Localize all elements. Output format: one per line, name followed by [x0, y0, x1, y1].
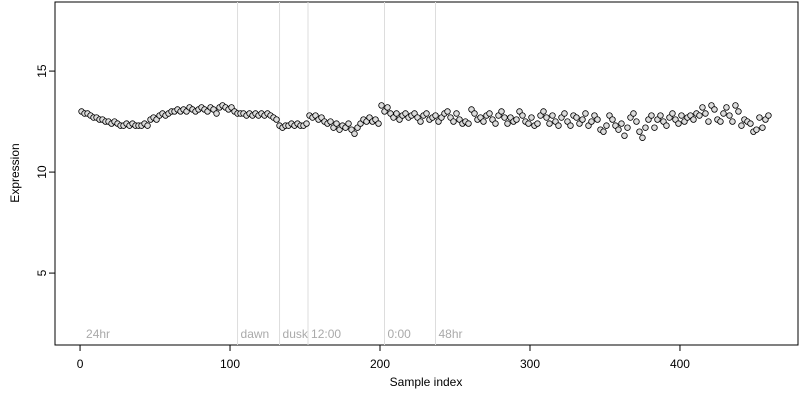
annotation: 0:00	[388, 327, 412, 341]
point	[738, 122, 745, 129]
point	[555, 122, 562, 129]
point	[735, 108, 742, 115]
point	[567, 122, 574, 129]
point	[588, 118, 595, 125]
point	[765, 112, 772, 119]
point	[603, 122, 610, 129]
point	[546, 120, 553, 127]
point	[696, 112, 703, 119]
point	[528, 114, 535, 121]
annotation: 24hr	[86, 327, 110, 341]
point	[501, 114, 508, 121]
point	[534, 120, 541, 127]
point	[513, 116, 520, 123]
point	[753, 126, 760, 133]
point	[711, 106, 718, 113]
point	[699, 104, 706, 111]
point	[756, 114, 763, 121]
point	[453, 110, 460, 117]
point	[621, 132, 628, 139]
point	[648, 112, 655, 119]
x-tick-label: 300	[520, 357, 540, 371]
point	[642, 124, 649, 131]
annotation: dusk	[283, 327, 309, 341]
annotation: dawn	[241, 327, 270, 341]
point	[633, 118, 640, 125]
point	[561, 110, 568, 117]
x-tick-label: 0	[77, 357, 84, 371]
point	[702, 110, 709, 117]
point	[519, 112, 526, 119]
point	[525, 120, 532, 127]
point	[549, 112, 556, 119]
point	[717, 118, 724, 125]
point	[327, 118, 334, 125]
point	[393, 110, 400, 117]
point	[594, 116, 601, 123]
point	[657, 112, 664, 119]
point	[579, 116, 586, 123]
point	[471, 110, 478, 117]
point	[492, 120, 499, 127]
annotation: 12:00	[311, 327, 341, 341]
point	[417, 118, 424, 125]
point	[720, 110, 727, 117]
point	[573, 114, 580, 121]
point	[384, 104, 391, 111]
point	[690, 116, 697, 123]
point	[705, 118, 712, 125]
point	[729, 118, 736, 125]
point	[303, 120, 310, 127]
point	[663, 122, 670, 129]
point	[504, 120, 511, 127]
point	[345, 120, 352, 127]
point	[432, 112, 439, 119]
point	[675, 120, 682, 127]
point	[759, 124, 766, 131]
point	[450, 118, 457, 125]
point	[630, 110, 637, 117]
point	[624, 124, 631, 131]
point	[480, 118, 487, 125]
point	[582, 110, 589, 117]
point	[651, 124, 658, 131]
y-tick-label: 15	[35, 64, 49, 78]
point	[540, 108, 547, 115]
point	[444, 108, 451, 115]
point	[723, 104, 730, 111]
point	[678, 112, 685, 119]
x-tick-label: 400	[670, 357, 690, 371]
point	[423, 110, 430, 117]
annotation: 48hr	[438, 327, 462, 341]
point	[618, 120, 625, 127]
point	[669, 110, 676, 117]
point	[600, 128, 607, 135]
y-tick-label: 10	[35, 165, 49, 179]
x-tick-label: 100	[220, 357, 240, 371]
point	[639, 134, 646, 141]
point	[732, 102, 739, 109]
point	[498, 108, 505, 115]
point	[726, 112, 733, 119]
point	[144, 122, 151, 129]
point	[333, 120, 340, 127]
x-axis-label: Sample index	[390, 375, 463, 389]
point	[543, 114, 550, 121]
y-tick-label: 5	[35, 269, 49, 276]
point	[375, 120, 382, 127]
point	[486, 110, 493, 117]
point	[213, 110, 220, 117]
plot-frame	[54, 1, 799, 346]
y-axis-label: Expression	[8, 143, 22, 202]
point	[615, 126, 622, 133]
point	[609, 116, 616, 123]
point	[465, 120, 472, 127]
point	[747, 120, 754, 127]
point	[351, 130, 358, 137]
point	[636, 128, 643, 135]
point	[378, 102, 385, 109]
point	[273, 116, 280, 123]
x-tick-label: 200	[370, 357, 390, 371]
